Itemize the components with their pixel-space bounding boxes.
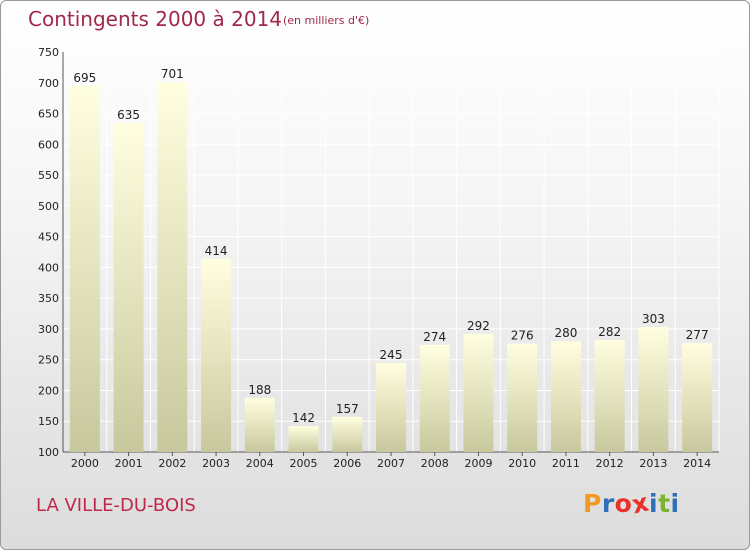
bar-2004 — [244, 397, 275, 452]
bar-2007 — [376, 362, 406, 452]
bar-2014 — [682, 343, 713, 452]
y-tick-label: 100 — [38, 446, 59, 459]
x-tick-label: 2002 — [158, 457, 186, 470]
data-label: 414 — [205, 244, 228, 258]
y-tick-label: 500 — [38, 200, 59, 213]
y-tick-label: 250 — [38, 354, 59, 367]
x-tick-label: 2010 — [508, 457, 536, 470]
data-label: 188 — [248, 383, 271, 397]
data-label: 282 — [598, 325, 621, 339]
y-tick-label: 550 — [38, 169, 59, 182]
y-tick-label: 300 — [38, 323, 59, 336]
y-tick-label: 450 — [38, 231, 59, 244]
chart-title: Contingents 2000 à 2014 — [28, 7, 283, 31]
y-tick-label: 650 — [38, 108, 59, 121]
logo-letter: t — [658, 489, 671, 518]
data-label: 695 — [73, 71, 96, 85]
bar-2011 — [550, 341, 581, 452]
data-label: 701 — [161, 67, 184, 81]
data-label: 277 — [686, 328, 709, 342]
x-tick-label: 2003 — [202, 457, 230, 470]
x-tick-label: 2007 — [377, 457, 405, 470]
town-name: LA VILLE-DU-BOIS — [36, 495, 196, 516]
x-tick-label: 2013 — [639, 457, 667, 470]
data-label: 245 — [380, 348, 403, 362]
y-tick-label: 600 — [38, 138, 59, 151]
bar-2001 — [113, 122, 144, 453]
x-tick-label: 2001 — [115, 457, 143, 470]
logo-letter: i — [649, 489, 659, 518]
y-tick-label: 150 — [38, 415, 59, 428]
bar-2005 — [288, 426, 319, 452]
data-label: 157 — [336, 402, 359, 416]
y-tick-label: 750 — [38, 46, 59, 59]
data-label: 276 — [511, 329, 534, 343]
data-label: 280 — [554, 326, 577, 340]
bars: 695 635 701 414 188 142 157 245 274 292 276 280 282 3… — [69, 67, 713, 453]
x-tick-label: 2000 — [71, 457, 99, 470]
bar-2010 — [507, 343, 538, 452]
x-tick-label: 2009 — [464, 457, 492, 470]
logo-letter: r — [601, 489, 615, 518]
y-tick-label: 400 — [38, 261, 59, 274]
bar-2000 — [69, 85, 100, 452]
bar-2002 — [157, 82, 188, 453]
bar-2009 — [463, 333, 494, 452]
data-label: 274 — [423, 330, 446, 344]
chart-subtitle: (en milliers d'€) — [283, 14, 370, 27]
logo-letter: i — [670, 489, 680, 518]
bar-2006 — [332, 416, 363, 452]
data-label: 635 — [117, 108, 140, 122]
y-tick-label: 700 — [38, 77, 59, 90]
x-tick-label: 2014 — [683, 457, 711, 470]
data-label: 303 — [642, 312, 665, 326]
x-tick-label: 2004 — [246, 457, 274, 470]
data-label: 142 — [292, 411, 315, 425]
logo-letter: o — [614, 489, 633, 518]
x-tick-label: 2006 — [333, 457, 361, 470]
logo-letter: P — [583, 489, 602, 518]
y-tick-label: 200 — [38, 384, 59, 397]
data-label: 292 — [467, 319, 490, 333]
x-tick-label: 2011 — [552, 457, 580, 470]
x-axis: 2000 2001 2002 2003 2004 2005 2006 2007 2008 2009… — [71, 452, 711, 470]
x-tick-label: 2005 — [290, 457, 318, 470]
bar-2003 — [201, 258, 232, 452]
proxiti-logo[interactable]: Proxiti — [583, 488, 680, 520]
bar-2012 — [594, 340, 625, 452]
bar-2008 — [419, 344, 450, 452]
x-tick-label: 2008 — [421, 457, 449, 470]
y-tick-label: 350 — [38, 292, 59, 305]
bar-2013 — [638, 327, 669, 452]
x-tick-label: 2012 — [596, 457, 624, 470]
